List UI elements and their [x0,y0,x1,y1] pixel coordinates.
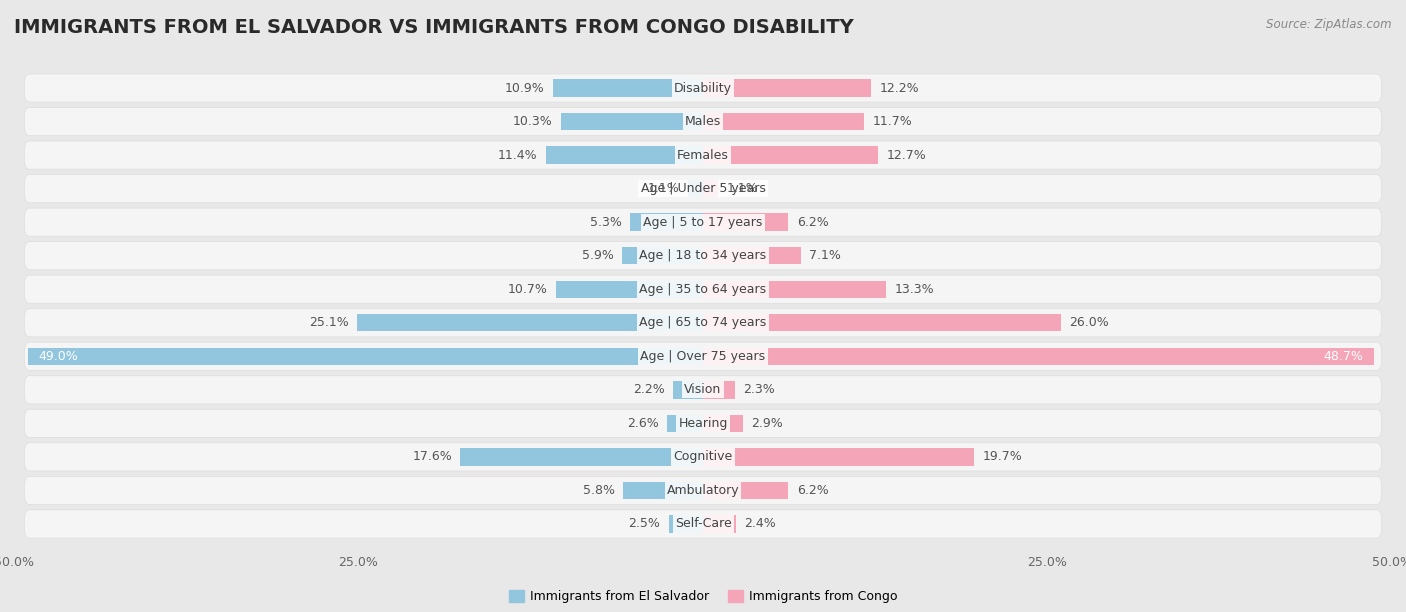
Legend: Immigrants from El Salvador, Immigrants from Congo: Immigrants from El Salvador, Immigrants … [503,585,903,608]
Bar [688,180,703,197]
Bar [669,515,703,532]
Text: 10.7%: 10.7% [508,283,547,296]
Bar [357,314,703,332]
Bar [461,448,703,466]
Text: Age | Under 5 years: Age | Under 5 years [641,182,765,195]
Text: 6.2%: 6.2% [797,215,828,229]
Bar [668,415,703,432]
FancyBboxPatch shape [24,108,1382,136]
Text: 5.9%: 5.9% [582,249,613,262]
Text: Vision: Vision [685,383,721,397]
FancyBboxPatch shape [24,409,1382,438]
Text: 1.1%: 1.1% [648,182,679,195]
Text: 10.9%: 10.9% [505,81,544,94]
Text: 5.8%: 5.8% [583,484,614,497]
Text: 11.4%: 11.4% [498,149,537,162]
Text: 11.7%: 11.7% [873,115,912,128]
Bar [553,80,703,97]
Text: Source: ZipAtlas.com: Source: ZipAtlas.com [1267,18,1392,31]
Text: Females: Females [678,149,728,162]
Text: 2.2%: 2.2% [633,383,665,397]
FancyBboxPatch shape [24,242,1382,270]
Bar [703,381,735,398]
Bar [703,448,974,466]
Text: 5.3%: 5.3% [591,215,621,229]
Bar [630,214,703,231]
Bar [703,113,865,130]
Bar [703,280,886,298]
Text: 6.2%: 6.2% [797,484,828,497]
Text: 12.2%: 12.2% [879,81,920,94]
Text: 10.3%: 10.3% [513,115,553,128]
Bar [621,247,703,264]
FancyBboxPatch shape [24,275,1382,304]
Bar [703,515,737,532]
Bar [555,280,703,298]
Text: 2.4%: 2.4% [744,518,776,531]
Text: 2.5%: 2.5% [628,518,661,531]
Bar [703,348,1374,365]
Text: 12.7%: 12.7% [886,149,927,162]
Text: Age | 5 to 17 years: Age | 5 to 17 years [644,215,762,229]
Bar [703,247,801,264]
Text: Males: Males [685,115,721,128]
FancyBboxPatch shape [24,174,1382,203]
Bar [561,113,703,130]
FancyBboxPatch shape [24,141,1382,169]
Bar [703,482,789,499]
Text: Ambulatory: Ambulatory [666,484,740,497]
FancyBboxPatch shape [24,308,1382,337]
Bar [703,415,742,432]
FancyBboxPatch shape [24,476,1382,504]
Text: Hearing: Hearing [678,417,728,430]
Text: 2.9%: 2.9% [751,417,783,430]
FancyBboxPatch shape [24,376,1382,404]
Text: 17.6%: 17.6% [412,450,453,463]
Text: Self-Care: Self-Care [675,518,731,531]
Bar [703,180,718,197]
FancyBboxPatch shape [24,443,1382,471]
Bar [703,314,1062,332]
Text: 26.0%: 26.0% [1070,316,1109,329]
Bar [703,146,877,164]
FancyBboxPatch shape [24,342,1382,370]
Text: 48.7%: 48.7% [1323,350,1362,363]
Text: Disability: Disability [673,81,733,94]
Bar [703,214,789,231]
Bar [672,381,703,398]
FancyBboxPatch shape [24,74,1382,102]
Text: 13.3%: 13.3% [894,283,934,296]
FancyBboxPatch shape [24,510,1382,538]
Bar [546,146,703,164]
Text: Age | 65 to 74 years: Age | 65 to 74 years [640,316,766,329]
Text: Cognitive: Cognitive [673,450,733,463]
Text: 19.7%: 19.7% [983,450,1022,463]
Text: IMMIGRANTS FROM EL SALVADOR VS IMMIGRANTS FROM CONGO DISABILITY: IMMIGRANTS FROM EL SALVADOR VS IMMIGRANT… [14,18,853,37]
Text: 49.0%: 49.0% [39,350,79,363]
Text: 2.6%: 2.6% [627,417,659,430]
FancyBboxPatch shape [24,208,1382,236]
Bar [623,482,703,499]
Bar [703,80,872,97]
Text: Age | Over 75 years: Age | Over 75 years [641,350,765,363]
Text: 7.1%: 7.1% [808,249,841,262]
Text: 1.1%: 1.1% [727,182,758,195]
Bar [28,348,703,365]
Text: Age | 35 to 64 years: Age | 35 to 64 years [640,283,766,296]
Text: Age | 18 to 34 years: Age | 18 to 34 years [640,249,766,262]
Text: 2.3%: 2.3% [742,383,775,397]
Text: 25.1%: 25.1% [309,316,349,329]
